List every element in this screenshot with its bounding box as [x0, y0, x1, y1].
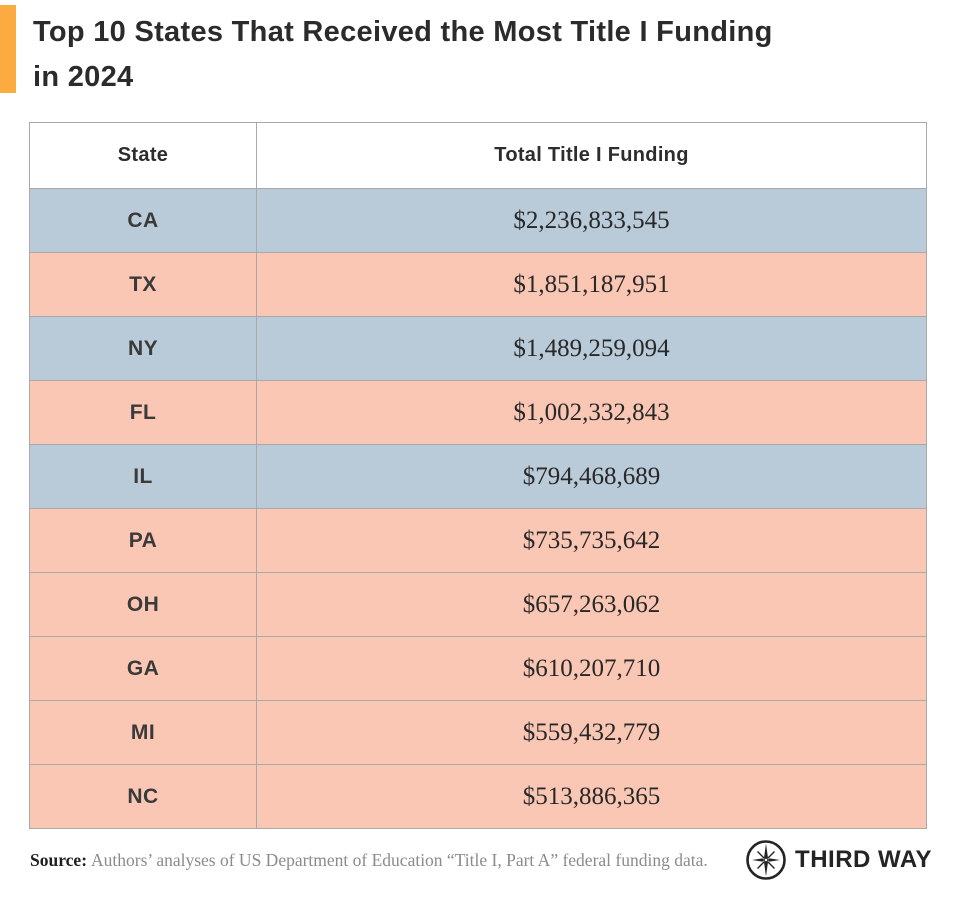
state-cell: MI — [29, 700, 257, 765]
compass-star-icon — [746, 840, 786, 880]
column-header-funding: Total Title I Funding — [256, 122, 927, 189]
source-line: Source: Authors’ analyses of US Departmen… — [30, 850, 708, 871]
table-header: State Total Title I Funding — [29, 122, 927, 189]
state-cell: TX — [29, 252, 257, 317]
footer: Source: Authors’ analyses of US Departmen… — [30, 836, 932, 884]
table-row: CA $2,236,833,545 — [29, 188, 927, 253]
funding-cell: $735,735,642 — [256, 508, 927, 573]
funding-cell: $513,886,365 — [256, 764, 927, 829]
state-cell: GA — [29, 636, 257, 701]
source-text: Authors’ analyses of US Department of Ed… — [91, 849, 708, 870]
table-row: OH $657,263,062 — [29, 572, 927, 637]
table-row: IL $794,468,689 — [29, 444, 927, 509]
table-row: TX $1,851,187,951 — [29, 252, 927, 317]
state-cell: NY — [29, 316, 257, 381]
state-cell: CA — [29, 188, 257, 253]
state-cell: FL — [29, 380, 257, 445]
funding-cell: $794,468,689 — [256, 444, 927, 509]
funding-table: State Total Title I Funding CA $2,236,83… — [29, 122, 927, 829]
page-title-line1: Top 10 States That Received the Most Tit… — [33, 16, 773, 48]
state-cell: OH — [29, 572, 257, 637]
source-label: Source: — [30, 849, 88, 870]
state-cell: NC — [29, 764, 257, 829]
column-header-state: State — [29, 122, 257, 189]
table-row: NY $1,489,259,094 — [29, 316, 927, 381]
funding-cell: $610,207,710 — [256, 636, 927, 701]
state-cell: IL — [29, 444, 257, 509]
funding-cell: $1,489,259,094 — [256, 316, 927, 381]
logo-text: THIRD WAY — [795, 846, 932, 873]
page-title: Top 10 States That Received the Most Tit… — [33, 10, 940, 100]
title-accent-bar — [0, 5, 16, 93]
table-row: GA $610,207,710 — [29, 636, 927, 701]
table-row: MI $559,432,779 — [29, 700, 927, 765]
state-cell: PA — [29, 508, 257, 573]
third-way-logo: THIRD WAY — [745, 839, 932, 881]
title-section: Top 10 States That Received the Most Tit… — [0, 0, 960, 100]
funding-cell: $2,236,833,545 — [256, 188, 927, 253]
table-row: FL $1,002,332,843 — [29, 380, 927, 445]
funding-cell: $1,851,187,951 — [256, 252, 927, 317]
page-title-line2: in 2024 — [33, 61, 134, 93]
funding-cell: $1,002,332,843 — [256, 380, 927, 445]
table-row: NC $513,886,365 — [29, 764, 927, 829]
table-body: CA $2,236,833,545 TX $1,851,187,951 NY $… — [29, 188, 927, 829]
funding-cell: $559,432,779 — [256, 700, 927, 765]
table-row: PA $735,735,642 — [29, 508, 927, 573]
funding-cell: $657,263,062 — [256, 572, 927, 637]
